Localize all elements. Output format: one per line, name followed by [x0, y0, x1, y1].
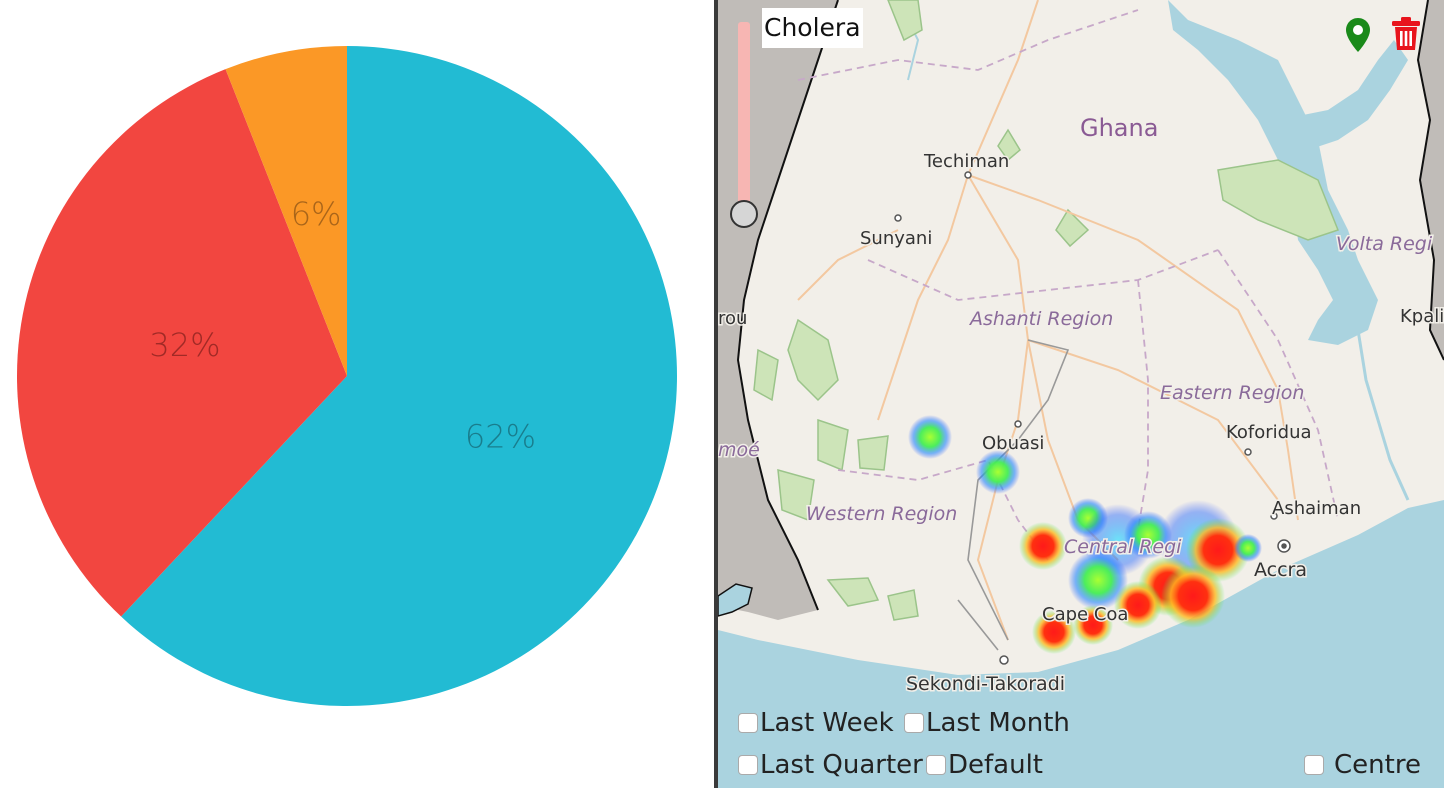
checkbox-default[interactable]: [926, 755, 946, 775]
filter-last-month[interactable]: Last Month: [904, 708, 1070, 738]
checkbox-last-week[interactable]: [738, 713, 758, 733]
pie-slice-0: [121, 46, 678, 706]
cholera-heatmap: [908, 415, 1262, 654]
filter-last-week-label: Last Week: [760, 708, 894, 738]
place-techiman: Techiman: [923, 151, 1009, 172]
place-kpalime: Kpali: [1400, 306, 1444, 327]
trash-icon: [1392, 17, 1420, 50]
filter-last-quarter-label: Last Quarter: [760, 750, 923, 780]
pie-chart-panel: 62% 32% 6%: [0, 0, 716, 788]
country-border: [736, 0, 839, 611]
filter-default[interactable]: Default: [926, 750, 1043, 780]
place-cape-coast: Cape Coa: [1042, 604, 1128, 625]
pie-slice-label-0: 62%: [465, 418, 536, 456]
roads: [797, 0, 1299, 641]
river: [1356, 329, 1410, 501]
pie-slice-label-1: 32%: [149, 326, 220, 364]
place-moe: moé: [718, 439, 760, 461]
region-volta: Volta Regi: [1336, 233, 1433, 255]
country-label-ghana: Ghana: [1080, 114, 1158, 142]
coastal-lagoon: [718, 583, 753, 617]
checkbox-last-quarter[interactable]: [738, 755, 758, 775]
filter-last-quarter[interactable]: Last Quarter: [738, 750, 923, 780]
pin-button[interactable]: [1344, 16, 1372, 54]
checkbox-centre[interactable]: [1304, 755, 1324, 775]
filter-last-week[interactable]: Last Week: [738, 708, 894, 738]
protected-areas: [753, 0, 1339, 621]
region-western: Western Region: [806, 503, 957, 525]
place-ashaiman: Ashaiman: [1272, 498, 1361, 519]
pie-slice-2: [225, 46, 347, 376]
pie-slice-label-2: 6%: [291, 195, 342, 233]
place-sunyani: Sunyani: [860, 228, 932, 249]
place-sekondi-takoradi: Sekondi-Takoradi: [906, 673, 1065, 695]
heatmap-map[interactable]: Ghana Techiman Sunyani Obuasi Koforidua …: [718, 0, 1444, 788]
checkbox-last-month[interactable]: [904, 713, 924, 733]
region-borders: [797, 9, 1339, 561]
region-central: Central Regi: [1064, 536, 1182, 558]
lake-volta: [1168, 0, 1378, 345]
region-eastern: Eastern Region: [1160, 382, 1304, 404]
intensity-slider-track[interactable]: [738, 22, 750, 212]
place-accra: Accra: [1254, 559, 1307, 581]
map-canvas[interactable]: Ghana Techiman Sunyani Obuasi Koforidua …: [718, 0, 1444, 788]
filter-centre-label: Centre: [1334, 750, 1421, 780]
trash-button[interactable]: [1390, 16, 1422, 52]
sea-area: [718, 500, 1444, 788]
layer-title: Cholera: [762, 8, 863, 48]
intensity-slider-thumb[interactable]: [730, 200, 758, 228]
railway: [957, 339, 1070, 651]
place-rou: rou: [718, 308, 747, 329]
map-pin-icon: [1346, 18, 1370, 52]
pie-slice-1: [16, 69, 347, 617]
region-ashanti: Ashanti Region: [968, 308, 1113, 330]
pie-chart: 62% 32% 6%: [16, 46, 678, 706]
filter-last-month-label: Last Month: [926, 708, 1070, 738]
country-border-east: [1416, 0, 1444, 361]
place-koforidua: Koforidua: [1226, 422, 1312, 443]
place-markers: [894, 171, 1291, 665]
lake-volta-arm: [1278, 40, 1408, 150]
panel-divider: [714, 0, 718, 788]
filter-default-label: Default: [948, 750, 1043, 780]
filter-centre[interactable]: Centre: [1304, 750, 1421, 780]
place-obuasi: Obuasi: [982, 433, 1044, 454]
